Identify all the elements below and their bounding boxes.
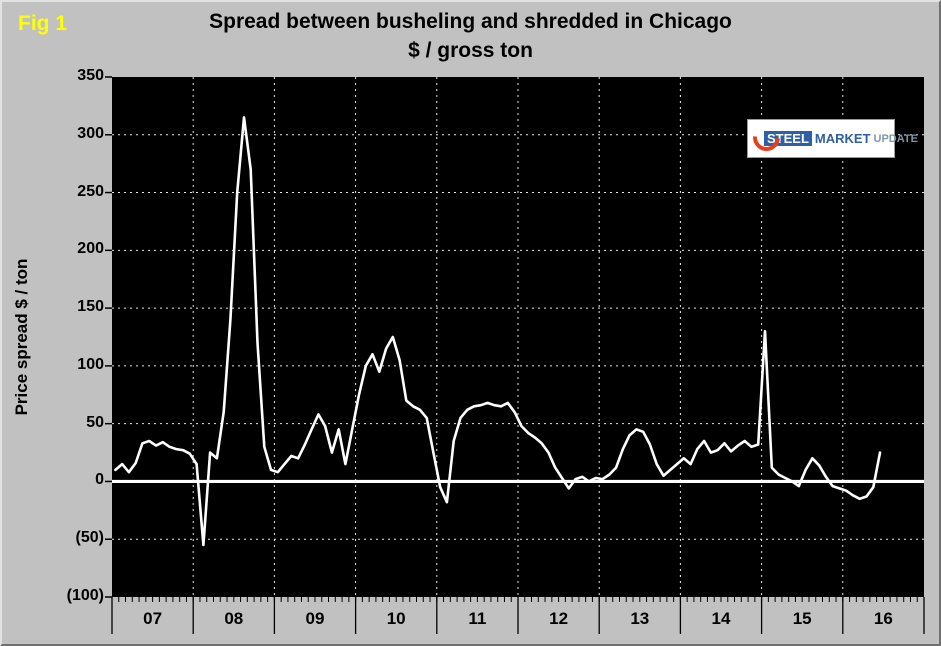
x-tick-label: 12	[549, 609, 569, 628]
y-tick-label: 200	[77, 240, 104, 258]
x-tick-label: 15	[792, 609, 812, 628]
smu-logo-word-update: UPDATE	[873, 132, 918, 145]
y-tick-label: 150	[77, 298, 104, 316]
y-tick-label: 350	[77, 67, 104, 84]
smu-logo: STEEL MARKET UPDATE	[747, 118, 918, 158]
y-tick-label: 0	[95, 471, 104, 489]
chart-title: Spread between busheling and shredded in…	[2, 7, 939, 65]
x-tick-label: 08	[224, 609, 244, 628]
y-tick-label: (100)	[66, 587, 104, 604]
y-tick-label: 300	[77, 124, 104, 142]
x-tick-label: 14	[711, 609, 731, 628]
x-tick-label: 16	[873, 609, 893, 628]
chart-title-line1: Spread between busheling and shredded in…	[209, 10, 732, 33]
chart-title-line2: $ / gross ton	[408, 39, 533, 62]
x-tick-label: 07	[143, 609, 163, 628]
smu-logo-swoosh-icon	[747, 118, 786, 157]
x-tick-label: 10	[386, 609, 406, 628]
x-tick-label: 13	[630, 609, 650, 628]
y-tick-label: 250	[77, 182, 104, 200]
fig-label: Fig 1	[18, 12, 68, 35]
x-tick-label: 09	[305, 609, 325, 628]
y-tick-label: 50	[86, 413, 104, 431]
smu-logo-word-market: MARKET	[814, 131, 871, 146]
x-tick-label: 11	[468, 609, 487, 628]
spread-series-line	[114, 116, 882, 547]
y-tick-label: 100	[77, 355, 104, 373]
y-tick-label: (50)	[75, 529, 104, 547]
smu-logo-word-steel: STEEL	[764, 131, 812, 146]
